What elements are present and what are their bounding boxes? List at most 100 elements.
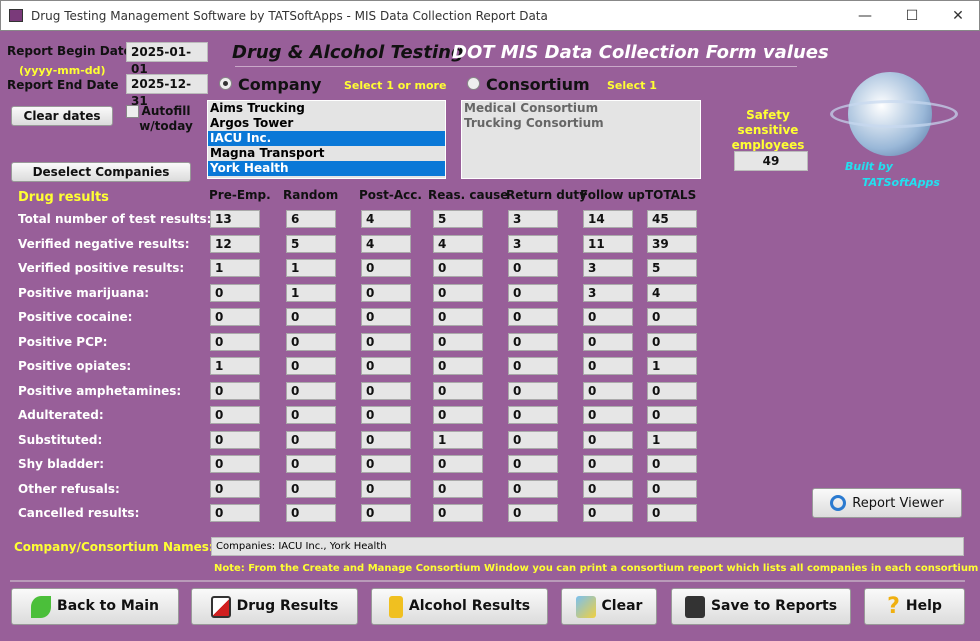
result-cell[interactable]: 0 — [508, 308, 558, 326]
minimize-icon[interactable]: — — [858, 8, 872, 24]
result-cell[interactable]: 0 — [361, 504, 411, 522]
end-date-input[interactable]: 2025-12-31 — [126, 74, 208, 108]
result-cell[interactable]: 0 — [583, 332, 633, 351]
result-cell[interactable]: 0 — [210, 479, 260, 498]
result-cell[interactable]: 5 — [433, 210, 483, 228]
result-cell[interactable]: 1 — [210, 357, 260, 375]
back-to-main-button[interactable]: Back to Main — [11, 588, 179, 625]
autofill-checkbox[interactable] — [126, 105, 139, 118]
result-cell[interactable]: 0 — [433, 308, 483, 326]
report-viewer-button[interactable]: Report Viewer — [812, 488, 962, 518]
result-cell[interactable]: 0 — [583, 455, 633, 473]
result-cell[interactable]: 1 — [647, 430, 697, 449]
result-cell[interactable]: 0 — [433, 283, 483, 302]
result-cell[interactable]: 0 — [210, 455, 260, 473]
result-cell[interactable]: 0 — [433, 381, 483, 400]
result-cell[interactable]: 0 — [210, 504, 260, 522]
result-cell[interactable]: 0 — [583, 308, 633, 326]
result-cell[interactable]: 0 — [433, 455, 483, 473]
company-list-item[interactable]: Aims Trucking — [210, 101, 305, 115]
clear-button[interactable]: Clear — [561, 588, 657, 625]
result-cell[interactable]: 3 — [508, 234, 558, 253]
result-cell[interactable]: 0 — [433, 479, 483, 498]
result-cell[interactable]: 0 — [508, 332, 558, 351]
result-cell[interactable]: 0 — [647, 332, 697, 351]
result-cell[interactable]: 0 — [647, 504, 697, 522]
result-cell[interactable]: 1 — [647, 357, 697, 375]
result-cell[interactable]: 0 — [508, 406, 558, 424]
result-cell[interactable]: 12 — [210, 234, 260, 253]
result-cell[interactable]: 0 — [286, 430, 336, 449]
result-cell[interactable]: 5 — [286, 234, 336, 253]
result-cell[interactable]: 0 — [210, 308, 260, 326]
result-cell[interactable]: 4 — [361, 234, 411, 253]
begin-date-input[interactable]: 2025-01-01 — [126, 42, 208, 76]
result-cell[interactable]: 0 — [583, 406, 633, 424]
result-cell[interactable]: 3 — [583, 259, 633, 277]
result-cell[interactable]: 0 — [286, 332, 336, 351]
result-cell[interactable]: 0 — [361, 259, 411, 277]
result-cell[interactable]: 0 — [286, 455, 336, 473]
help-button[interactable]: ? Help — [864, 588, 965, 625]
company-list-item[interactable]: Magna Transport — [210, 146, 325, 160]
result-cell[interactable]: 0 — [508, 357, 558, 375]
result-cell[interactable]: 0 — [583, 479, 633, 498]
result-cell[interactable]: 14 — [583, 210, 633, 228]
result-cell[interactable]: 0 — [583, 357, 633, 375]
result-cell[interactable]: 0 — [433, 406, 483, 424]
company-list[interactable]: Aims Trucking Argos Tower IACU Inc. Magn… — [207, 100, 446, 179]
result-cell[interactable]: 0 — [647, 455, 697, 473]
result-cell[interactable]: 0 — [361, 430, 411, 449]
result-cell[interactable]: 1 — [210, 259, 260, 277]
deselect-companies-button[interactable]: Deselect Companies — [11, 162, 191, 182]
consortium-list-item[interactable]: Medical Consortium — [464, 101, 599, 115]
result-cell[interactable]: 0 — [361, 479, 411, 498]
result-cell[interactable]: 1 — [286, 259, 336, 277]
drug-results-button[interactable]: Drug Results — [191, 588, 358, 625]
result-cell[interactable]: 0 — [508, 430, 558, 449]
result-cell[interactable]: 4 — [361, 210, 411, 228]
result-cell[interactable]: 0 — [361, 332, 411, 351]
consortium-radio[interactable] — [467, 77, 480, 90]
result-cell[interactable]: 0 — [647, 308, 697, 326]
result-cell[interactable]: 0 — [583, 430, 633, 449]
result-cell[interactable]: 0 — [210, 430, 260, 449]
result-cell[interactable]: 4 — [433, 234, 483, 253]
result-cell[interactable]: 0 — [647, 406, 697, 424]
alcohol-results-button[interactable]: Alcohol Results — [371, 588, 548, 625]
result-cell[interactable]: 0 — [433, 332, 483, 351]
consortium-list-item[interactable]: Trucking Consortium — [464, 116, 604, 130]
result-cell[interactable]: 45 — [647, 210, 697, 228]
result-cell[interactable]: 3 — [583, 283, 633, 302]
result-cell[interactable]: 0 — [210, 283, 260, 302]
result-cell[interactable]: 0 — [433, 259, 483, 277]
close-icon[interactable]: ✕ — [952, 8, 964, 24]
result-cell[interactable]: 0 — [583, 381, 633, 400]
company-list-item[interactable]: Argos Tower — [210, 116, 294, 130]
result-cell[interactable]: 0 — [210, 406, 260, 424]
result-cell[interactable]: 0 — [508, 259, 558, 277]
result-cell[interactable]: 0 — [210, 332, 260, 351]
result-cell[interactable]: 4 — [647, 283, 697, 302]
maximize-icon[interactable]: ☐ — [905, 8, 919, 24]
result-cell[interactable]: 0 — [286, 381, 336, 400]
result-cell[interactable]: 0 — [361, 381, 411, 400]
result-cell[interactable]: 5 — [647, 259, 697, 277]
save-to-reports-button[interactable]: Save to Reports — [671, 588, 851, 625]
company-list-item[interactable]: York Health — [208, 161, 445, 176]
result-cell[interactable]: 0 — [508, 455, 558, 473]
result-cell[interactable]: 0 — [361, 283, 411, 302]
result-cell[interactable]: 0 — [286, 479, 336, 498]
result-cell[interactable]: 0 — [508, 283, 558, 302]
result-cell[interactable]: 13 — [210, 210, 260, 228]
result-cell[interactable]: 0 — [508, 381, 558, 400]
result-cell[interactable]: 0 — [361, 455, 411, 473]
company-list-item[interactable]: IACU Inc. — [208, 131, 445, 146]
result-cell[interactable]: 0 — [286, 308, 336, 326]
company-radio[interactable] — [219, 77, 232, 90]
result-cell[interactable]: 11 — [583, 234, 633, 253]
result-cell[interactable]: 0 — [361, 357, 411, 375]
result-cell[interactable]: 39 — [647, 234, 697, 253]
result-cell[interactable]: 3 — [508, 210, 558, 228]
result-cell[interactable]: 1 — [433, 430, 483, 449]
